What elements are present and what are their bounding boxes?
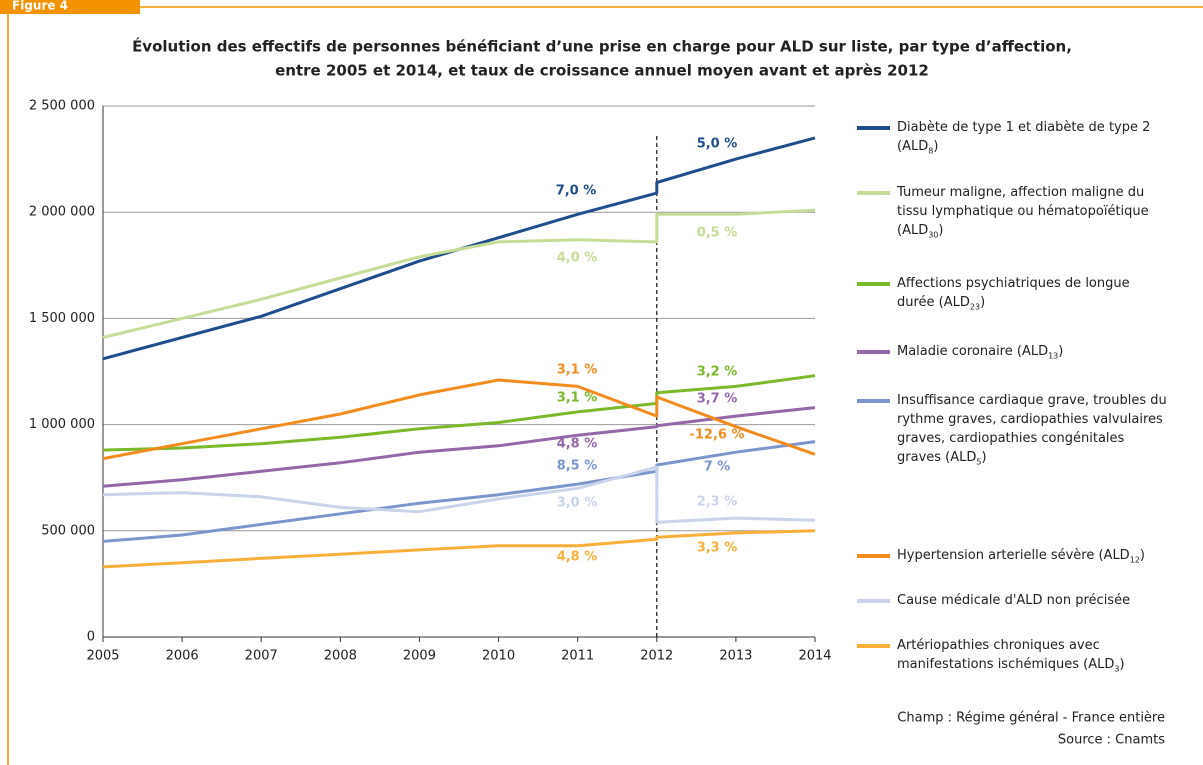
x-tick-label: 2009 (403, 649, 436, 664)
rate-label: -12,6 % (689, 428, 744, 443)
rate-label: 3,3 % (697, 541, 738, 556)
x-tick-label: 2011 (561, 649, 594, 664)
rate-label: 3,0 % (557, 496, 598, 511)
legend-label: Tumeur maligne, affection maligne du tis… (897, 185, 1149, 240)
series-line (102, 136, 816, 361)
y-tick-label: 2 000 000 (29, 205, 95, 220)
y-tick-label: 500 000 (41, 523, 95, 538)
rate-label: 3,7 % (697, 392, 738, 407)
rate-label: 3,2 % (697, 365, 738, 380)
series-line (102, 465, 816, 524)
legend-label: Artériopathies chroniques avec manifesta… (897, 638, 1125, 674)
note: Source : Cnamts (1058, 733, 1165, 748)
x-tick-label: 2005 (86, 649, 119, 664)
series-line (102, 440, 816, 543)
x-tick-label: 2008 (324, 649, 357, 664)
rate-label: 4,8 % (557, 437, 598, 452)
legend-label: Diabète de type 1 et diabète de type 2 (… (897, 120, 1151, 156)
rate-label: 8,5 % (557, 459, 598, 474)
x-tick-label: 2014 (798, 649, 831, 664)
rate-label: 5,0 % (697, 137, 738, 152)
rate-label: 3,1 % (557, 391, 598, 406)
rate-label: 7 % (704, 460, 731, 475)
figure-label: Figure 4 (12, 0, 68, 13)
legend-label: Cause médicale d'ALD non précisée (897, 593, 1131, 608)
x-tick-label: 2010 (482, 649, 515, 664)
y-tick-label: 1 500 000 (29, 311, 95, 326)
legend-label: Hypertension arterielle sévère (ALD12) (897, 548, 1145, 565)
x-tick-label: 2013 (719, 649, 752, 664)
legend-label: Insuffisance cardiaque grave, troubles d… (897, 393, 1167, 467)
rate-label: 7,0 % (556, 184, 597, 199)
chart-title: entre 2005 et 2014, et taux de croissanc… (275, 62, 929, 80)
x-tick-label: 2007 (245, 649, 278, 664)
figure-tab (0, 0, 140, 14)
series-line (102, 208, 816, 339)
series-line (102, 406, 816, 488)
series-line (102, 374, 816, 452)
y-tick-label: 2 500 000 (29, 99, 95, 114)
rate-label: 3,1 % (557, 363, 598, 378)
legend-label: Affections psychiatriques de longue duré… (897, 276, 1130, 312)
series-line (102, 529, 816, 569)
x-tick-label: 2012 (640, 649, 673, 664)
legend-label: Maladie coronaire (ALD13) (897, 344, 1064, 361)
rate-label: 4,0 % (557, 251, 598, 266)
rate-label: 4,8 % (557, 550, 598, 565)
rate-label: 2,3 % (697, 495, 738, 510)
rate-label: 0,5 % (697, 226, 738, 241)
y-tick-label: 0 (87, 630, 95, 645)
y-tick-label: 1 000 000 (29, 417, 95, 432)
note: Champ : Régime général - France entière (897, 711, 1165, 726)
chart-title: Évolution des effectifs de personnes bén… (132, 37, 1072, 56)
x-tick-label: 2006 (166, 649, 199, 664)
series-line (102, 378, 816, 461)
